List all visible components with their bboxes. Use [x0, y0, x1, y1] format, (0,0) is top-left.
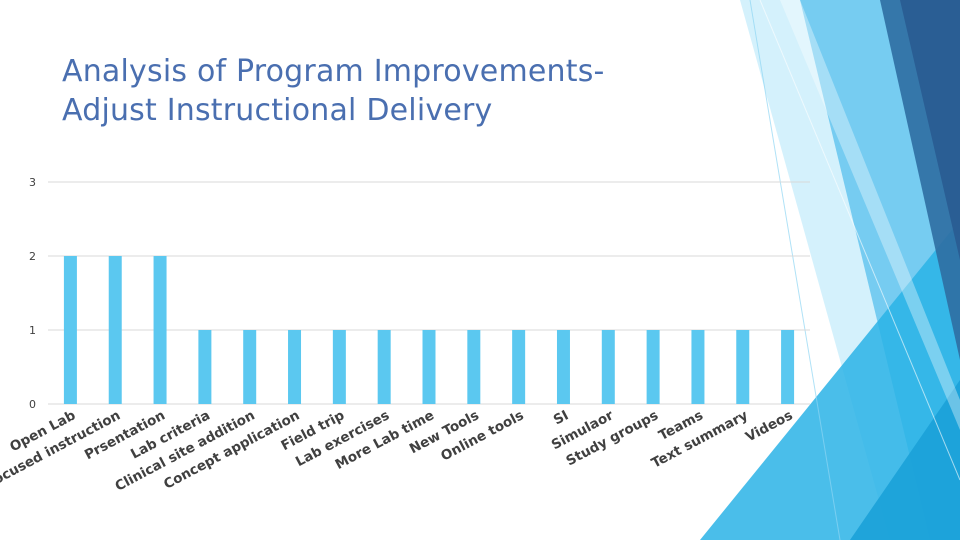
y-tick-label: 1 [29, 324, 36, 337]
bar [63, 256, 77, 404]
slide-title: Analysis of Program Improvements- Adjust… [62, 52, 762, 130]
slide-title-line-1: Analysis of Program Improvements- [62, 54, 605, 89]
bar [422, 330, 436, 404]
bar [691, 330, 705, 404]
bar [332, 330, 346, 404]
bar [377, 330, 391, 404]
x-tick-label: SI [551, 407, 572, 428]
bar [736, 330, 750, 404]
bar [601, 330, 615, 404]
bar [512, 330, 526, 404]
x-tick-label: Videos [743, 407, 796, 445]
y-tick-label: 3 [29, 176, 36, 189]
bar [243, 330, 257, 404]
bar [646, 330, 660, 404]
bar [781, 330, 795, 404]
bar [153, 256, 167, 404]
bar [288, 330, 302, 404]
y-tick-label: 2 [29, 250, 36, 263]
bar [108, 256, 122, 404]
bar [556, 330, 570, 404]
bar [467, 330, 481, 404]
bar [198, 330, 212, 404]
y-tick-label: 0 [29, 398, 36, 411]
slide-title-line-2: Adjust Instructional Delivery [62, 93, 493, 128]
